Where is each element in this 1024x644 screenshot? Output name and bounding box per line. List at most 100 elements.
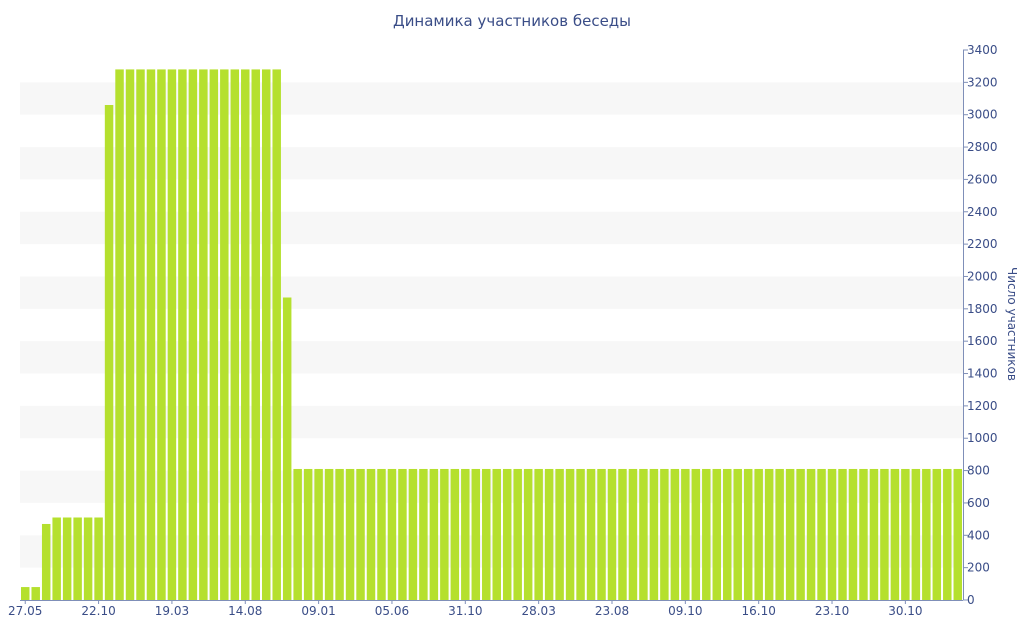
grid-band <box>20 405 963 439</box>
bar <box>83 517 93 600</box>
y-tick-label: 3000 <box>967 108 998 122</box>
bar <box>157 69 166 601</box>
chart-title: Динамика участников беседы <box>392 12 632 30</box>
y-tick-label: 1800 <box>967 302 998 316</box>
grid-band <box>20 211 963 245</box>
grid-bands <box>20 82 963 568</box>
bar <box>743 468 753 600</box>
bar <box>576 468 585 600</box>
x-tick-label: 27.05 <box>8 604 42 618</box>
bar <box>314 468 323 600</box>
bar <box>681 468 690 600</box>
bar <box>261 69 271 601</box>
y-tick-label: 2000 <box>967 269 998 283</box>
bar <box>660 468 669 600</box>
y-tick-label: 1200 <box>967 399 998 413</box>
bar <box>827 468 837 600</box>
y-tick-label: 600 <box>967 496 990 510</box>
bar <box>115 69 124 601</box>
bar <box>398 468 407 600</box>
bar <box>911 468 921 600</box>
bar <box>146 69 156 601</box>
bar <box>230 69 240 601</box>
bar <box>712 468 722 600</box>
bar <box>670 468 680 600</box>
bar <box>534 468 543 600</box>
bar <box>817 468 826 600</box>
y-tick-labels: 0 200 400 600 800 1000 1200 1400 1600 1800 2000 220… <box>967 43 998 607</box>
bar <box>251 69 260 601</box>
bar <box>94 517 103 600</box>
axes <box>20 49 968 604</box>
bar <box>324 468 334 600</box>
bar <box>639 468 648 600</box>
bar <box>429 468 439 600</box>
y-tick-label: 1600 <box>967 334 998 348</box>
bar <box>293 468 302 600</box>
bar <box>901 468 910 600</box>
bar <box>523 468 533 600</box>
bar <box>932 468 942 600</box>
bar <box>880 468 889 600</box>
bar <box>450 468 460 600</box>
y-tick-label: 0 <box>967 593 975 607</box>
grid-band <box>20 470 963 503</box>
bar <box>922 468 931 600</box>
bar <box>723 468 732 600</box>
bar <box>220 69 229 601</box>
grid-band <box>20 341 963 374</box>
bar <box>513 468 522 600</box>
y-tick-label: 2400 <box>967 205 998 219</box>
bar <box>41 523 51 600</box>
bar <box>440 468 449 600</box>
y-tick-label: 1400 <box>967 367 998 381</box>
bar <box>502 468 512 600</box>
y-tick-label: 200 <box>967 561 990 575</box>
bar <box>52 517 61 600</box>
bar <box>806 468 816 600</box>
bar <box>943 468 952 600</box>
x-tick-label: 28.03 <box>521 604 555 618</box>
x-tick-label: 14.08 <box>228 604 262 618</box>
bar <box>628 468 638 600</box>
bar <box>838 468 847 600</box>
x-tick-label: 09.10 <box>668 604 702 618</box>
bar <box>31 587 40 600</box>
y-tick-label: 1000 <box>967 431 998 445</box>
bar <box>419 468 428 600</box>
bar <box>565 468 575 600</box>
x-tick-label: 05.06 <box>375 604 409 618</box>
bar <box>73 517 82 600</box>
bar <box>178 69 187 601</box>
bar <box>471 468 481 600</box>
bar <box>335 468 344 600</box>
y-tick-label: 2200 <box>967 237 998 251</box>
bar <box>104 105 114 600</box>
x-tick-label: 23.10 <box>815 604 849 618</box>
bar <box>241 69 250 601</box>
bar <box>125 69 135 601</box>
bar <box>272 69 281 601</box>
y-tick-label: 3400 <box>967 43 998 57</box>
bar <box>859 468 868 600</box>
x-tick-label: 23.08 <box>595 604 629 618</box>
bar <box>387 468 397 600</box>
bar <box>555 468 564 600</box>
bar <box>21 587 30 600</box>
bar <box>702 468 711 600</box>
bar <box>586 468 596 600</box>
bar <box>597 468 606 600</box>
bar <box>188 69 198 601</box>
bar <box>785 468 795 600</box>
bar <box>796 468 805 600</box>
x-tick-label: 09.01 <box>301 604 335 618</box>
bar-series <box>21 69 962 601</box>
x-tick-label: 22.10 <box>81 604 115 618</box>
bar <box>754 468 763 600</box>
x-tick-labels: 27.05 22.10 19.03 14.08 09.01 05.06 31.10 28.03… <box>8 604 922 618</box>
y-tick-label: 2600 <box>967 172 998 186</box>
bar <box>649 468 659 600</box>
bar <box>492 468 501 600</box>
